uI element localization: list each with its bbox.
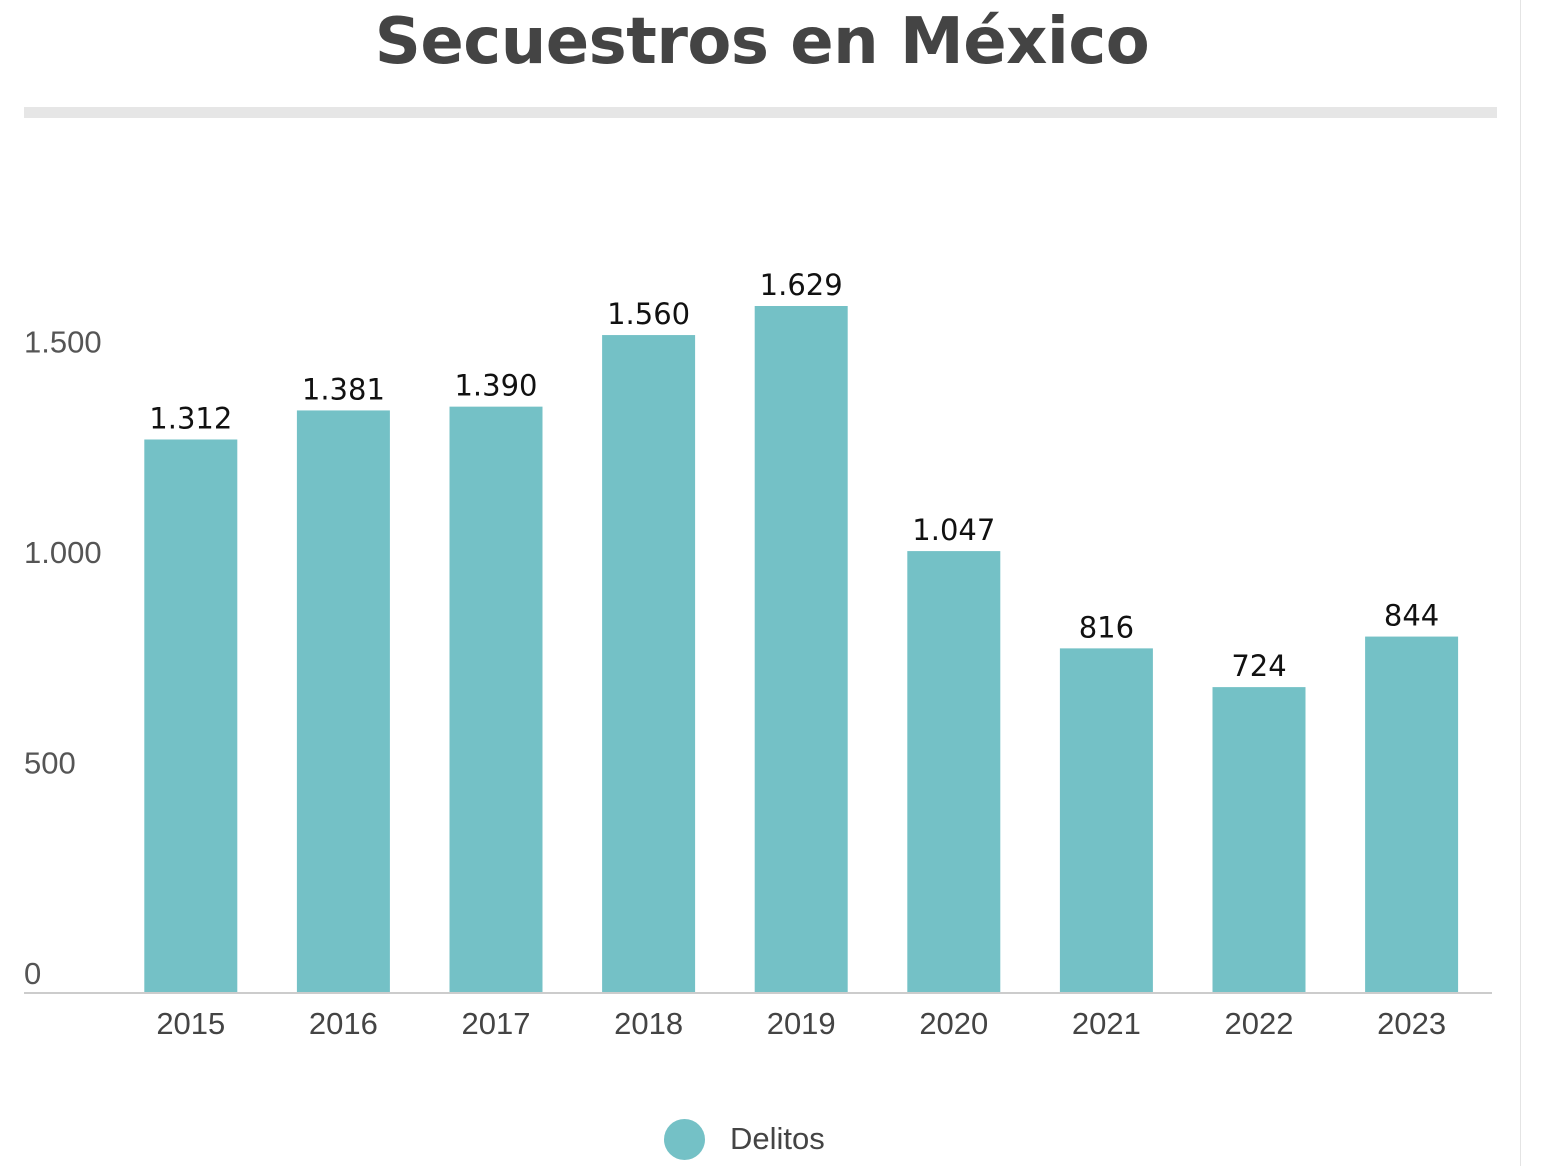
bar-2015[interactable]: [144, 439, 238, 993]
y-tick-label: 1.000: [24, 535, 102, 570]
x-tick-label-2016: 2016: [309, 1006, 378, 1041]
chart-title: Secuestros en México: [374, 5, 1150, 79]
data-label-2018: 1.560: [607, 297, 690, 331]
x-tick-label-2023: 2023: [1377, 1006, 1446, 1041]
bar-2020[interactable]: [907, 551, 1001, 992]
panel-edge: [1520, 0, 1521, 1166]
y-tick-label: 1.500: [24, 324, 102, 359]
data-label-2017: 1.390: [454, 369, 537, 403]
data-label-2019: 1.629: [760, 268, 843, 302]
bar-series: [144, 306, 1459, 993]
x-tick-label-2015: 2015: [156, 1006, 225, 1041]
bar-2021[interactable]: [1059, 648, 1153, 992]
data-label-2020: 1.047: [912, 513, 995, 547]
legend-label: Delitos: [730, 1121, 825, 1156]
title-divider: [24, 107, 1497, 118]
x-tick-label-2022: 2022: [1225, 1006, 1294, 1041]
bar-2016[interactable]: [296, 410, 390, 992]
data-label-2022: 724: [1231, 649, 1286, 683]
legend: Delitos: [664, 1118, 825, 1160]
bar-2017[interactable]: [449, 406, 543, 992]
data-label-2023: 844: [1384, 599, 1439, 633]
legend-swatch: [664, 1118, 705, 1160]
x-tick-label-2021: 2021: [1072, 1006, 1141, 1041]
x-tick-label-2017: 2017: [462, 1006, 531, 1041]
data-label-2016: 1.381: [302, 372, 385, 406]
y-tick-label: 0: [24, 956, 41, 991]
x-axis: 2015 2016 2017 2018 2019 2020 2021 2022 2023: [156, 1006, 1446, 1041]
y-tick-label: 500: [24, 745, 76, 780]
data-label-2015: 1.312: [149, 401, 232, 435]
bar-2022[interactable]: [1212, 687, 1306, 992]
bar-2019[interactable]: [754, 306, 848, 992]
y-axis: 0 500 1.000 1.500: [24, 324, 102, 991]
bar-2018[interactable]: [602, 335, 696, 992]
data-labels: 1.312 1.381 1.390 1.560 1.629 1.047 816 724 844: [149, 268, 1439, 683]
data-label-2021: 816: [1079, 610, 1134, 644]
x-tick-label-2020: 2020: [919, 1006, 988, 1041]
x-tick-label-2019: 2019: [767, 1006, 836, 1041]
x-tick-label-2018: 2018: [614, 1006, 683, 1041]
bar-2023[interactable]: [1365, 636, 1459, 992]
